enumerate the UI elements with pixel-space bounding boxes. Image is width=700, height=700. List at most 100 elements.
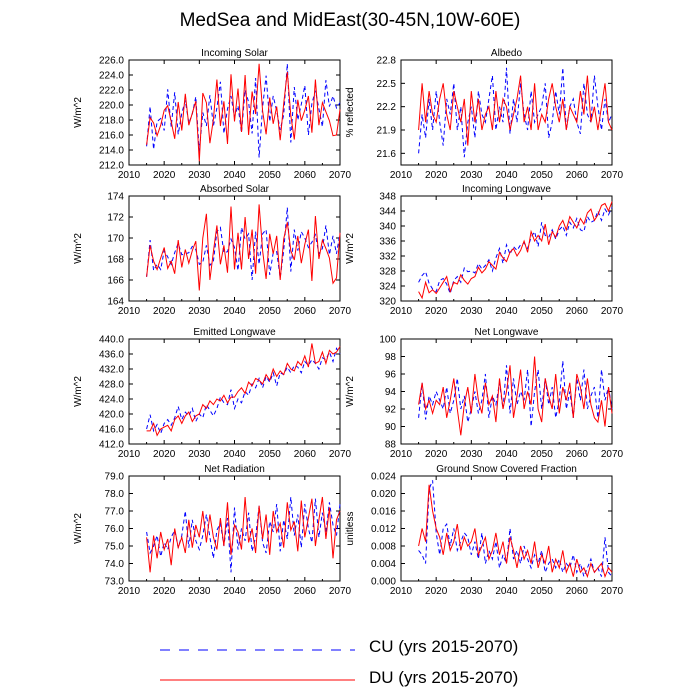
panel-5-ytick-label: 416.0 [99,425,124,436]
panel-6-series-cu [418,360,613,427]
panel-6-xtick-label: 2020 [425,449,448,460]
panel-7-xtick-label: 2020 [153,586,176,597]
panel-5-xtick-label: 2060 [294,449,317,460]
panel-2-ytick-label: 22.8 [377,56,397,67]
panel-6-ytick-label: 94 [385,387,397,398]
panel-7-ylabel: W/m^2 [73,513,84,544]
panel-2-xtick-label: 2030 [460,170,483,181]
panel-8-xtick-label: 2050 [531,586,554,597]
panel-1-ytick-label: 218.0 [99,116,124,127]
panel-6-ytick-label: 90 [385,422,397,433]
panel-2-xtick-label: 2070 [601,170,624,181]
panel-6-xtick-label: 2050 [531,449,554,460]
panel-7-ytick-label: 76.0 [105,524,125,535]
panel-8-xtick-label: 2020 [425,586,448,597]
panel-8-series-cu [418,480,613,579]
panel-7-ytick-label: 75.0 [105,542,125,553]
panel-5-ytick-label: 428.0 [99,380,124,391]
panel-3-xtick-label: 2040 [223,306,246,317]
panel-6-ytick-label: 88 [385,440,397,451]
panel-3-xtick-label: 2060 [294,306,317,317]
panel-3-xtick-label: 2050 [259,306,282,317]
panel-5-ytick-label: 432.0 [99,365,124,376]
panel-3-title: Absorbed Solar [200,184,270,195]
panel-4-frame [400,195,613,302]
panel-2-ytick-label: 22.5 [377,79,397,90]
panel-2-title: Albedo [491,48,523,59]
panel-2-ytick-label: 21.9 [377,126,397,137]
panel-3-ylabel: W/m^2 [73,233,84,264]
panel-4-ytick-label: 332 [379,252,396,263]
panel-2-xtick-label: 2020 [425,170,448,181]
panel-6-ylabel: W/m^2 [345,376,356,407]
panel-2-ytick-label: 22.2 [377,102,397,113]
panel-4-series-du [418,201,613,300]
panel-7-ytick-label: 73.0 [105,577,125,588]
panel-8-ytick-label: 0.004 [371,559,396,570]
panel-7-ytick-label: 74.0 [105,559,125,570]
panel-6-title: Net Longwave [475,327,539,338]
panel-5-xtick-label: 2020 [153,449,176,460]
panel-6-xtick-label: 2060 [566,449,589,460]
panel-2-xtick-label: 2040 [495,170,518,181]
panel-3-ytick-label: 164 [107,297,124,308]
panel-8-xtick-label: 2060 [566,586,589,597]
panel-4-ytick-label: 328 [379,267,396,278]
panel-6-series-du [418,356,613,436]
panel-8-title: Ground Snow Covered Fraction [436,464,577,475]
panel-1-ytick-label: 216.0 [99,131,124,142]
panel-7-series-cu [146,496,341,573]
panel-3-ytick-label: 166 [107,276,124,287]
panel-4-xtick-label: 2070 [601,306,624,317]
panel-8-frame [400,475,613,582]
panel-1-series-cu [146,63,341,158]
panel-6-ytick-label: 98 [385,352,397,363]
panel-1-xtick-label: 2050 [259,170,282,181]
panel-7-xtick-label: 2040 [223,586,246,597]
panel-5-xtick-label: 2030 [188,449,211,460]
panel-7-xtick-label: 2050 [259,586,282,597]
panel-6-ytick-label: 92 [385,405,397,416]
panel-2-xtick-label: 2060 [566,170,589,181]
panel-8-ytick-label: 0.000 [371,577,396,588]
panel-7-ytick-label: 77.0 [105,507,125,518]
panel-4-title: Incoming Longwave [462,184,551,195]
panel-2-ylabel: % reflected [345,87,356,137]
legend-label-cu: CU (yrs 2015-2070) [369,637,519,656]
panel-8-ytick-label: 0.008 [371,542,396,553]
panel-2-series-cu [418,67,613,158]
panel-4-xtick-label: 2020 [425,306,448,317]
panel-7-series-du [146,496,341,573]
panel-4-ylabel: W/m^2 [345,233,356,264]
panel-5-xtick-label: 2010 [118,449,141,460]
panel-7-xtick-label: 2010 [118,586,141,597]
panel-6-xtick-label: 2040 [495,449,518,460]
panel-3-ytick-label: 168 [107,255,124,266]
panel-7-title: Net Radiation [204,464,265,475]
panel-8-xtick-label: 2070 [601,586,624,597]
panel-6-ytick-label: 96 [385,370,397,381]
panel-5-ylabel: W/m^2 [73,376,84,407]
panel-8-ytick-label: 0.012 [371,524,396,535]
panel-1-xtick-label: 2020 [153,170,176,181]
panel-1-xtick-label: 2060 [294,170,317,181]
panel-5-series-cu [146,347,341,435]
panel-7-ytick-label: 78.0 [105,489,125,500]
panel-1-xtick-label: 2070 [329,170,352,181]
panel-6-xtick-label: 2010 [390,449,413,460]
panel-5-xtick-label: 2070 [329,449,352,460]
panel-1-ytick-label: 222.0 [99,86,124,97]
panel-4-xtick-label: 2050 [531,306,554,317]
panel-1-ytick-label: 220.0 [99,101,124,112]
panel-3-xtick-label: 2070 [329,306,352,317]
panel-5-ytick-label: 412.0 [99,440,124,451]
panel-4-ytick-label: 336 [379,237,396,248]
panel-5-ytick-label: 436.0 [99,350,124,361]
panel-3-xtick-label: 2010 [118,306,141,317]
panel-8-ytick-label: 0.024 [371,472,396,483]
panel-1-ytick-label: 226.0 [99,56,124,67]
panel-1-ytick-label: 212.0 [99,161,124,172]
panel-3-series-cu [146,207,341,281]
panel-2-xtick-label: 2010 [390,170,413,181]
panel-7-xtick-label: 2070 [329,586,352,597]
